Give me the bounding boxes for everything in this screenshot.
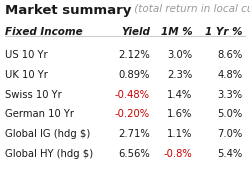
Text: Yield: Yield [121, 27, 150, 37]
Text: 4.8%: 4.8% [218, 70, 242, 80]
Text: Market summary: Market summary [5, 4, 132, 17]
Text: 2.3%: 2.3% [167, 70, 192, 80]
Text: -0.48%: -0.48% [115, 90, 150, 100]
Text: 1.1%: 1.1% [167, 129, 192, 139]
Text: 1.4%: 1.4% [167, 90, 192, 100]
Text: 3.0%: 3.0% [168, 50, 192, 60]
Text: (total return in local currency): (total return in local currency) [131, 4, 250, 14]
Text: 2.71%: 2.71% [118, 129, 150, 139]
Text: 8.6%: 8.6% [217, 50, 242, 60]
Text: 7.0%: 7.0% [217, 129, 242, 139]
Text: 3.3%: 3.3% [218, 90, 242, 100]
Text: 1.6%: 1.6% [167, 109, 192, 119]
Text: Swiss 10 Yr: Swiss 10 Yr [5, 90, 62, 100]
Text: 1 Yr %: 1 Yr % [205, 27, 242, 37]
Text: 0.89%: 0.89% [118, 70, 150, 80]
Text: -0.20%: -0.20% [115, 109, 150, 119]
Text: UK 10 Yr: UK 10 Yr [5, 70, 48, 80]
Text: Global IG (hdg $): Global IG (hdg $) [5, 129, 90, 139]
Text: Global HY (hdg $): Global HY (hdg $) [5, 149, 93, 159]
Text: US 10 Yr: US 10 Yr [5, 50, 48, 60]
Text: 5.4%: 5.4% [217, 149, 242, 159]
Text: 5.0%: 5.0% [217, 109, 242, 119]
Text: German 10 Yr: German 10 Yr [5, 109, 74, 119]
Text: 2.12%: 2.12% [118, 50, 150, 60]
Text: -0.8%: -0.8% [164, 149, 192, 159]
Text: Fixed Income: Fixed Income [5, 27, 82, 37]
Text: 1M %: 1M % [161, 27, 192, 37]
Text: 6.56%: 6.56% [118, 149, 150, 159]
